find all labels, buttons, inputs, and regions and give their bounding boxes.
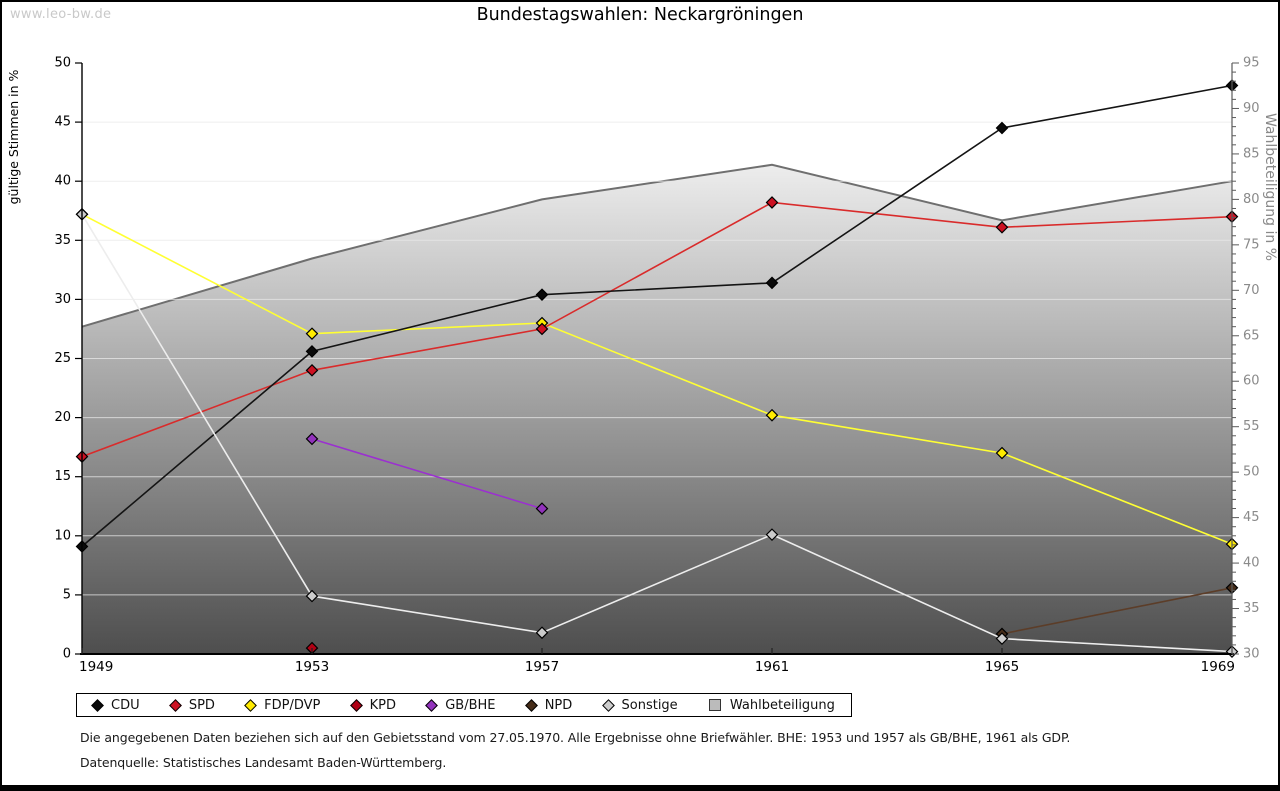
- legend-label: NPD: [544, 697, 573, 713]
- legend-item-spd: SPD: [168, 697, 215, 713]
- svg-text:90: 90: [1243, 101, 1260, 116]
- data-point-cdu: [305, 345, 319, 358]
- svg-text:35: 35: [54, 233, 71, 248]
- svg-text:10: 10: [54, 528, 71, 543]
- svg-text:1961: 1961: [755, 659, 789, 675]
- svg-text:20: 20: [54, 410, 71, 425]
- data-point-cdu: [535, 288, 549, 302]
- data-point-spd: [535, 322, 549, 336]
- legend-label: CDU: [111, 697, 140, 713]
- data-point-sonstige: [535, 626, 549, 640]
- series-cdu: [75, 79, 1239, 553]
- svg-text:60: 60: [1243, 374, 1260, 389]
- series-wahlbeteiligung-area: [81, 163, 1233, 655]
- legend-item-npd: NPD: [524, 697, 573, 713]
- election-line-chart: 0 5 10 15 20 25 30 35 40 45 50 1949 1953 1957 1961 1965…: [6, 56, 1278, 676]
- svg-text:0: 0: [63, 647, 71, 662]
- data-point-cdu: [765, 276, 779, 290]
- svg-text:45: 45: [1243, 510, 1260, 525]
- series-gb-bhe: [305, 432, 549, 515]
- data-point-sonstige: [995, 632, 1009, 645]
- svg-text:25: 25: [54, 351, 71, 366]
- svg-text:85: 85: [1243, 146, 1260, 161]
- data-point-gb-bhe: [305, 432, 319, 446]
- data-point-spd: [305, 363, 319, 377]
- legend-diamond-icon: [244, 698, 258, 712]
- svg-text:5: 5: [63, 587, 71, 602]
- svg-text:35: 35: [1243, 601, 1260, 616]
- legend-label: Sonstige: [621, 697, 678, 713]
- series-sonstige: [75, 207, 1239, 658]
- data-point-sonstige: [305, 589, 319, 603]
- data-point-spd: [765, 196, 779, 209]
- legend-diamond-icon: [425, 698, 439, 712]
- legend-diamond-icon: [601, 698, 615, 712]
- svg-text:30: 30: [54, 292, 71, 307]
- legend-label: SPD: [188, 697, 215, 713]
- svg-text:15: 15: [54, 469, 71, 484]
- legend-label: FDP/DVP: [264, 697, 321, 713]
- watermark: www.leo-bw.de: [10, 7, 112, 22]
- page-title: Bundestagswahlen: Neckargröningen: [476, 5, 804, 25]
- footnote-datenquelle: Datenquelle: Statistisches Landesamt Bad…: [80, 755, 447, 770]
- svg-text:65: 65: [1243, 328, 1260, 343]
- svg-text:45: 45: [54, 115, 71, 130]
- legend-item-wahlbeteiligung: Wahlbeteiligung: [708, 697, 835, 713]
- svg-text:80: 80: [1243, 192, 1260, 207]
- data-point-spd: [995, 220, 1009, 234]
- svg-text:1957: 1957: [525, 659, 559, 675]
- svg-text:50: 50: [54, 56, 71, 71]
- svg-text:40: 40: [1243, 556, 1260, 571]
- data-point-fdp-dvp: [305, 327, 319, 341]
- data-point-fdp-dvp: [765, 408, 779, 422]
- legend-item-gb-bhe: GB/BHE: [425, 697, 496, 713]
- legend-item-kpd: KPD: [349, 697, 396, 713]
- footnote-gebietsstand: Die angegebenen Daten beziehen sich auf …: [80, 730, 1071, 745]
- data-point-fdp-dvp: [995, 446, 1009, 460]
- axes: 0 5 10 15 20 25 30 35 40 45 50 1949 1953 1957 1961 1965…: [6, 56, 1278, 676]
- svg-text:40: 40: [54, 174, 71, 189]
- legend-item-cdu: CDU: [91, 697, 140, 713]
- chart-legend: CDU SPD FDP/DVP KPD GB/BHE NPD Sonstige Wahlbet…: [76, 693, 852, 717]
- legend-label: GB/BHE: [445, 697, 496, 713]
- legend-label: KPD: [369, 697, 396, 713]
- legend-diamond-icon: [524, 698, 538, 712]
- svg-text:70: 70: [1243, 283, 1260, 298]
- svg-text:1949: 1949: [79, 659, 113, 675]
- data-point-sonstige: [765, 528, 779, 541]
- svg-text:1953: 1953: [295, 659, 329, 675]
- legend-item-fdp-dvp: FDP/DVP: [244, 697, 321, 713]
- svg-text:30: 30: [1243, 647, 1260, 662]
- legend-diamond-icon: [91, 698, 104, 712]
- legend-item-sonstige: Sonstige: [601, 697, 678, 713]
- svg-text:95: 95: [1243, 56, 1260, 71]
- svg-text:75: 75: [1243, 237, 1260, 252]
- legend-diamond-icon: [168, 698, 182, 712]
- svg-text:55: 55: [1243, 419, 1260, 434]
- data-point-gb-bhe: [535, 502, 549, 515]
- left-axis-title: gültige Stimmen in %: [6, 69, 21, 204]
- svg-text:1965: 1965: [985, 659, 1019, 675]
- data-point-cdu: [995, 121, 1009, 135]
- svg-text:50: 50: [1243, 465, 1260, 480]
- legend-square-icon: [708, 699, 721, 711]
- gridlines: [82, 121, 1232, 596]
- legend-diamond-icon: [349, 698, 363, 712]
- right-axis-title: Wahlbeteiligung in %: [1262, 113, 1278, 261]
- legend-label: Wahlbeteiligung: [729, 697, 835, 713]
- svg-text:1969: 1969: [1201, 659, 1235, 675]
